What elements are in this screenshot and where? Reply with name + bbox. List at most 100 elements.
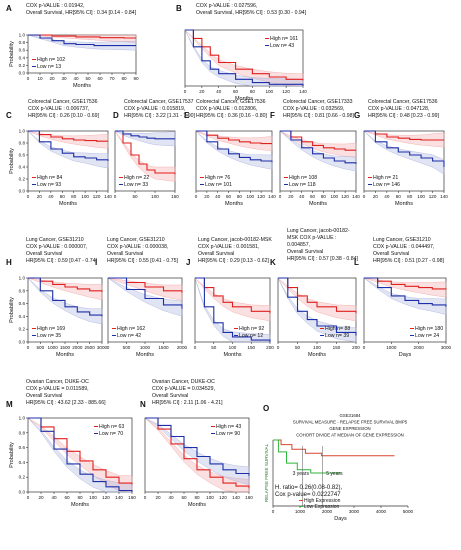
- legend-label: High n= 22: [124, 175, 149, 181]
- panel-title-line: Colorectal Cancer, GSE17333: [283, 99, 353, 105]
- panel-letter: L: [354, 258, 359, 267]
- panel-title-line: 0.004857,: [287, 242, 310, 248]
- panel-letter: A: [6, 4, 12, 13]
- km-panel-b: B Breast Cancer, GSE12276COX p-VALUE : 0.…: [176, 0, 307, 102]
- x-tick-label: 120: [102, 495, 110, 500]
- rfs-curve-low: [273, 439, 341, 474]
- x-tick-label: 60: [396, 194, 402, 199]
- panel-title-line: Overall Survival: [373, 251, 409, 257]
- x-tick-label: 200: [266, 345, 274, 350]
- x-tick-label: 60: [226, 194, 232, 199]
- x-tick-label: 0: [195, 194, 198, 199]
- panel-title-line: Lung Cancer, jacob-00182-MSK: [198, 237, 272, 243]
- x-tick-label: 20: [155, 495, 161, 500]
- y-tick-label: 0.8: [19, 430, 26, 435]
- x-tick-label: 0: [363, 345, 366, 350]
- panel-title-line: COX p-VALUE : 0.044497,: [373, 244, 434, 250]
- x-tick-label: 90: [133, 76, 139, 81]
- survival-curve-high: [280, 130, 356, 151]
- x-axis-label: Months: [225, 201, 243, 207]
- legend-label: Low n= 93: [37, 182, 61, 188]
- panel-title-line: HR[95% CI] : 0.26 [0.10 - 0.69]: [28, 113, 99, 119]
- legend-label: Low n= 24: [415, 333, 439, 339]
- x-tick-label: 20: [37, 194, 43, 199]
- panel-letter: M: [6, 400, 13, 409]
- x-tick-label: 500: [123, 345, 131, 350]
- annotation-3y: 3 years: [293, 471, 310, 477]
- y-tick-label: 0.8: [19, 288, 26, 293]
- panel-title-line: Overall Survival: [26, 393, 62, 399]
- panel-title-line: Overall Survival: [198, 251, 234, 257]
- x-tick-label: 150: [171, 194, 179, 199]
- y-axis-label: Probability: [9, 148, 15, 174]
- x-tick-label: 0: [194, 345, 197, 350]
- x-tick-label: 3000: [349, 509, 360, 514]
- legend-label: High n= 88: [325, 326, 350, 332]
- panel-letter: B: [176, 4, 182, 13]
- legend-label: Low n= 42: [117, 333, 141, 339]
- x-tick-label: 0: [363, 194, 366, 199]
- x-tick-label: 0: [27, 345, 30, 350]
- x-tick-label: 0: [27, 495, 30, 500]
- x-axis-label: Months: [73, 83, 91, 89]
- x-tick-label: 2000: [322, 509, 333, 514]
- x-tick-label: 1000: [140, 345, 151, 350]
- survival-curve-low: [115, 130, 175, 140]
- x-tick-label: 80: [407, 194, 413, 199]
- panel-title-line: HR[95% CI] : 0.48 [0.23 - 0.99]: [368, 113, 439, 119]
- x-tick-label: 120: [93, 194, 101, 199]
- x-axis-label: Days: [399, 352, 412, 358]
- x-tick-label: 50: [85, 76, 91, 81]
- x-axis-label: Months: [136, 352, 154, 358]
- y-tick-label: 0.0: [19, 71, 26, 76]
- survival-curve-low: [195, 277, 271, 342]
- y-tick-label: 1.0: [19, 129, 26, 134]
- panel-title-line: COHORT DIVIDE AT MEDIAN OF GENE EXPRESSI…: [296, 433, 404, 438]
- y-tick-label: 0.8: [19, 40, 26, 45]
- x-tick-label: 120: [341, 194, 349, 199]
- x-tick-label: 160: [245, 495, 253, 500]
- x-tick-label: 140: [232, 495, 240, 500]
- panel-title-line: MSK COX p-VALUE :: [287, 235, 337, 241]
- survival-curve-low: [145, 417, 250, 476]
- survival-curve-low: [28, 417, 133, 492]
- x-axis-label: Days: [334, 516, 347, 522]
- x-tick-label: 50: [211, 345, 217, 350]
- panel-title-line: SURVIVAL MEASURE - RELAPSE FREE SURVIVAL…: [293, 420, 408, 425]
- panel-title-line: HR[95% CI] : 0.57 [0.38 - 0.84]: [287, 256, 358, 262]
- panel-title-line: COX p-VALUE : 0.012806,: [196, 106, 257, 112]
- survival-curve-low: [28, 277, 103, 317]
- legend-label: High n= 84: [37, 175, 62, 181]
- panel-title-line: Overall Survival: [26, 251, 62, 257]
- panel-title-line: Colorectal Cancer, GSE17536: [196, 99, 266, 105]
- panel-title-line: Breast Cancer, GSE19615: [26, 0, 87, 2]
- x-tick-label: 40: [73, 76, 79, 81]
- legend-label: High n= 76: [205, 175, 230, 181]
- x-tick-label: 200: [352, 345, 360, 350]
- panel-title-line: Overall Survival: [287, 249, 323, 255]
- legend-label: High n= 102: [37, 57, 65, 63]
- panel-title-line: Lung Cancer, GSE31210: [26, 237, 84, 243]
- y-tick-label: 0.4: [19, 314, 26, 319]
- x-tick-label: 140: [299, 89, 307, 94]
- x-tick-label: 80: [250, 89, 256, 94]
- x-tick-label: 0: [272, 509, 275, 514]
- x-tick-label: 80: [77, 495, 83, 500]
- survival-curve-low: [364, 277, 447, 307]
- x-tick-label: 40: [168, 495, 174, 500]
- y-tick-label: 0.4: [19, 55, 26, 60]
- panel-letter: G: [354, 111, 360, 120]
- survival-curve-high: [28, 417, 133, 485]
- x-tick-label: 1500: [158, 345, 169, 350]
- panel-title-line: COX p-VALUE : 0.000007,: [26, 244, 87, 250]
- y-tick-label: 0.4: [19, 460, 26, 465]
- x-tick-label: 10: [37, 76, 43, 81]
- x-tick-label: 0: [144, 495, 147, 500]
- survival-curve-high: [196, 130, 272, 145]
- plot-frame: [195, 130, 273, 192]
